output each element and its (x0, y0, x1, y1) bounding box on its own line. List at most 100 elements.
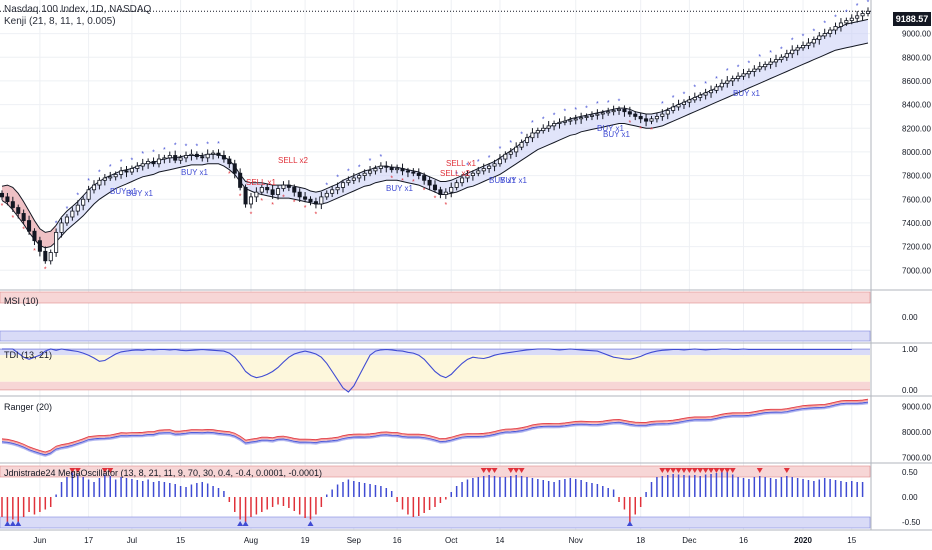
candle-body (535, 130, 540, 134)
lower-star-marker: * (239, 193, 242, 200)
candle-body (671, 106, 676, 111)
candle-body (243, 187, 248, 205)
time-axis-tick: 16 (393, 536, 402, 545)
candle-body (113, 173, 118, 178)
upper-star-marker: * (120, 159, 123, 166)
mega-oscillator-panel-label: Jdnistrade24 MegaOscillator (13, 8, 21, … (4, 468, 323, 478)
mega-axis-tick: 0.00 (902, 493, 918, 502)
upper-star-marker: * (585, 105, 588, 112)
candle-body (725, 80, 730, 84)
candle-body (519, 142, 524, 148)
mega-sell-triangle (783, 468, 790, 473)
ranger-axis-tick: 9000.00 (902, 403, 931, 412)
candle-body (611, 110, 616, 113)
upper-star-marker: * (347, 168, 350, 175)
upper-star-marker: * (737, 64, 740, 71)
mega-sell-triangle (659, 468, 666, 473)
candle-body (698, 94, 703, 98)
lower-star-marker: * (293, 200, 296, 207)
candle-body (736, 75, 741, 79)
msi-axis-tick: 0.00 (902, 313, 918, 322)
time-axis-tick: 18 (636, 536, 645, 545)
price-axis-tick: 7000.00 (902, 266, 931, 275)
upper-star-marker: * (325, 182, 328, 189)
upper-star-marker: * (109, 164, 112, 171)
candle-body (844, 20, 849, 24)
candle-body (589, 114, 594, 117)
candle-body (665, 110, 670, 115)
upper-star-marker: * (455, 172, 458, 179)
time-axis-tick: Sep (347, 536, 362, 545)
candle-body (378, 165, 383, 169)
price-axis-tick: 7400.00 (902, 219, 931, 228)
candle-body (184, 155, 189, 159)
upper-star-marker: * (488, 155, 491, 162)
lower-star-marker: * (282, 195, 285, 202)
upper-star-marker: * (845, 10, 848, 17)
sell-signal-label: SELL x2 (440, 169, 470, 178)
chart-title: Nasdaq 100 Index, 1D, NASDAQ (4, 4, 152, 15)
candle-body (91, 184, 97, 191)
grid-lines (0, 0, 932, 531)
candle-body (416, 172, 421, 176)
price-axis-tick: 8400.00 (902, 101, 931, 110)
lower-star-marker: * (1, 203, 4, 210)
candle-body (427, 179, 432, 186)
ranger-line (1, 400, 869, 455)
upper-star-marker: * (76, 192, 79, 199)
upper-star-marker: * (509, 140, 512, 147)
upper-star-marker: * (715, 76, 718, 83)
candle-body (773, 59, 779, 63)
candle-body (817, 35, 822, 40)
candle-body (757, 66, 762, 70)
candle-body (865, 10, 871, 14)
candle-body (405, 170, 410, 173)
mega-sell-triangle (491, 468, 498, 473)
candle-body (292, 187, 297, 193)
upper-star-marker: * (358, 165, 361, 172)
candle-body (5, 196, 10, 203)
candle-body (687, 99, 692, 103)
candle-body (151, 160, 156, 165)
candle-body (730, 78, 735, 82)
candle-body (822, 33, 827, 37)
candle-body (541, 127, 546, 132)
candle-body (779, 56, 784, 61)
buy-signal-label: BUY x1 (126, 189, 153, 198)
lower-star-marker: * (44, 267, 47, 274)
candle-body (75, 204, 80, 212)
lower-star-marker: * (423, 188, 426, 195)
time-axis-tick: Nov (569, 536, 583, 545)
candle-body (719, 82, 724, 88)
candle-body (660, 113, 665, 117)
ranger-axis-tick: 7000.00 (902, 453, 931, 462)
lower-star-marker: * (228, 171, 231, 178)
upper-star-marker: * (380, 154, 383, 161)
candle-body (546, 125, 551, 129)
mega-sell-triangle (680, 468, 687, 473)
candle-body (492, 163, 497, 167)
candle-body (308, 198, 313, 203)
indicator-panels (0, 291, 871, 529)
candle-body (16, 207, 21, 214)
tdi-axis-tick: 0.00 (902, 386, 918, 395)
ranger-panel-label: Ranger (20) (4, 402, 53, 412)
candle-body (573, 118, 578, 121)
candle-body (508, 151, 513, 155)
candle-body (606, 111, 611, 114)
mega-sell-triangle (724, 468, 731, 473)
candle-body (838, 22, 843, 27)
candle-body (59, 222, 64, 233)
lower-star-marker: * (260, 198, 263, 205)
tdi-lower-zone (0, 381, 870, 390)
time-axis-tick: 15 (847, 536, 856, 545)
candle-body (763, 63, 768, 68)
candle-body (741, 73, 746, 77)
ranger-axis-tick: 8000.00 (902, 428, 931, 437)
candle-body (119, 170, 124, 175)
buy-signal-label: BUY x1 (733, 89, 760, 98)
ranger-line (1, 398, 869, 453)
upper-star-marker: * (780, 46, 783, 53)
price-axis-tick: 7600.00 (902, 195, 931, 204)
candle-body (579, 117, 584, 120)
